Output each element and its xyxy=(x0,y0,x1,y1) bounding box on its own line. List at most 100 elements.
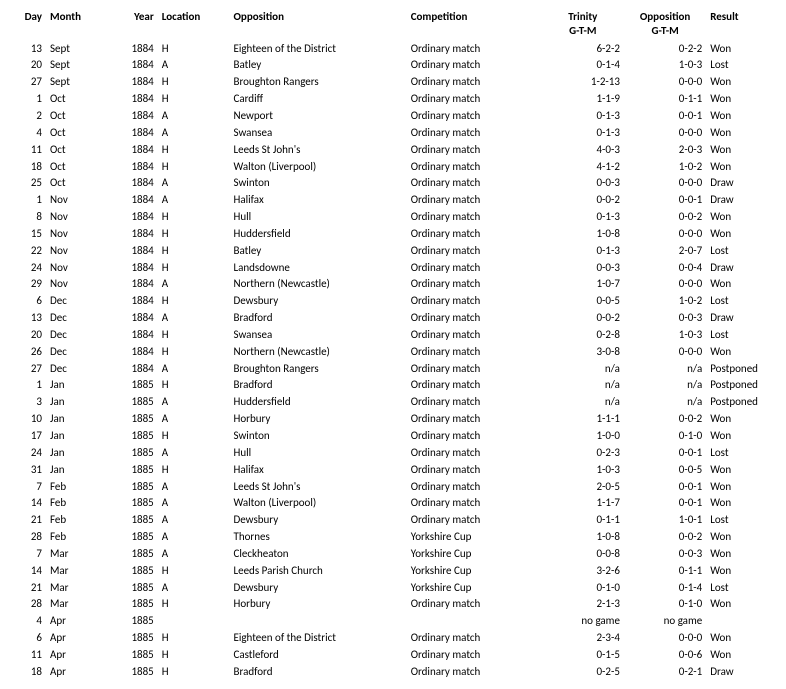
cell-location: A xyxy=(158,108,230,125)
cell-trinity-gtm: 0-1-3 xyxy=(542,243,624,260)
cell-result: Won xyxy=(706,563,778,580)
cell-result: Won xyxy=(706,276,778,293)
hdr-opp-gtm: Opposition G-T-M xyxy=(624,8,706,41)
cell-opposition: Swinton xyxy=(229,428,406,445)
cell-result: Won xyxy=(706,108,778,125)
cell-competition: Ordinary match xyxy=(407,175,542,192)
cell-location: A xyxy=(158,411,230,428)
cell-result: Lost xyxy=(706,512,778,529)
cell-day: 31 xyxy=(8,462,46,479)
cell-opposition-gtm: 0-1-0 xyxy=(624,596,706,613)
cell-competition: Ordinary match xyxy=(407,344,542,361)
cell-location: H xyxy=(158,664,230,681)
cell-opposition: Bradford xyxy=(229,310,406,327)
cell-opposition: Eighteen of the District xyxy=(229,41,406,58)
cell-opposition-gtm: 1-0-2 xyxy=(624,159,706,176)
cell-day: 24 xyxy=(8,445,46,462)
cell-result: Won xyxy=(706,647,778,664)
cell-month: Apr xyxy=(46,630,107,647)
cell-trinity-gtm: 1-0-0 xyxy=(542,428,624,445)
cell-month: Oct xyxy=(46,142,107,159)
table-row: 24Nov1884HLandsdowneOrdinary match0-0-30… xyxy=(8,260,778,277)
cell-opposition-gtm: 0-0-0 xyxy=(624,175,706,192)
table-row: 20Dec1884HSwanseaOrdinary match0-2-81-0-… xyxy=(8,327,778,344)
cell-location: A xyxy=(158,310,230,327)
table-row: 7Feb1885ALeeds St John'sOrdinary match2-… xyxy=(8,479,778,496)
cell-opposition-gtm: 0-0-0 xyxy=(624,125,706,142)
cell-location: A xyxy=(158,495,230,512)
cell-result: Postponed xyxy=(706,394,778,411)
table-row: 27Sept1884HBroughton RangersOrdinary mat… xyxy=(8,74,778,91)
cell-result: Postponed xyxy=(706,377,778,394)
cell-location: H xyxy=(158,91,230,108)
cell-month: Sept xyxy=(46,41,107,58)
cell-trinity-gtm: 1-2-13 xyxy=(542,74,624,91)
cell-trinity-gtm: 4-0-3 xyxy=(542,142,624,159)
cell-year: 1884 xyxy=(107,276,158,293)
table-row: 1Oct1884HCardiffOrdinary match1-1-90-1-1… xyxy=(8,91,778,108)
cell-result: Draw xyxy=(706,192,778,209)
cell-day: 18 xyxy=(8,159,46,176)
hdr-opp-gtm-l1: Opposition xyxy=(640,10,691,23)
cell-result: Draw xyxy=(706,260,778,277)
cell-location: H xyxy=(158,596,230,613)
hdr-month: Month xyxy=(46,8,107,41)
hdr-result: Result xyxy=(706,8,778,41)
cell-day: 6 xyxy=(8,293,46,310)
cell-opposition: Horbury xyxy=(229,411,406,428)
cell-competition: Ordinary match xyxy=(407,209,542,226)
cell-month: Jan xyxy=(46,428,107,445)
cell-month: Nov xyxy=(46,209,107,226)
table-row: 21Feb1885ADewsburyOrdinary match0-1-11-0… xyxy=(8,512,778,529)
table-row: 26Dec1884HNorthern (Newcastle)Ordinary m… xyxy=(8,344,778,361)
cell-location xyxy=(158,613,230,630)
cell-month: Feb xyxy=(46,529,107,546)
cell-opposition-gtm: 0-0-0 xyxy=(624,630,706,647)
cell-result: Won xyxy=(706,226,778,243)
cell-competition: Yorkshire Cup xyxy=(407,529,542,546)
table-row: 28Mar1885HHorburyOrdinary match2-1-30-1-… xyxy=(8,596,778,613)
cell-competition: Ordinary match xyxy=(407,142,542,159)
cell-opposition-gtm: 2-0-7 xyxy=(624,243,706,260)
cell-month: Jan xyxy=(46,394,107,411)
cell-result: Lost xyxy=(706,57,778,74)
hdr-day: Day xyxy=(8,8,46,41)
cell-location: A xyxy=(158,276,230,293)
cell-location: A xyxy=(158,57,230,74)
cell-opposition: Broughton Rangers xyxy=(229,361,406,378)
cell-trinity-gtm: 0-2-5 xyxy=(542,664,624,681)
cell-opposition-gtm: 0-0-2 xyxy=(624,529,706,546)
hdr-opposition: Opposition xyxy=(229,8,406,41)
hdr-opp-gtm-l2: G-T-M xyxy=(651,24,678,37)
cell-month: Jan xyxy=(46,377,107,394)
table-row: 22Nov1884HBatleyOrdinary match0-1-32-0-7… xyxy=(8,243,778,260)
cell-year: 1885 xyxy=(107,462,158,479)
cell-opposition-gtm: n/a xyxy=(624,377,706,394)
cell-day: 24 xyxy=(8,260,46,277)
cell-year: 1884 xyxy=(107,209,158,226)
table-row: 24Jan1885AHullOrdinary match0-2-30-0-1Lo… xyxy=(8,445,778,462)
cell-opposition-gtm: 1-0-1 xyxy=(624,512,706,529)
table-row: 11Oct1884HLeeds St John'sOrdinary match4… xyxy=(8,142,778,159)
cell-trinity-gtm: 2-0-5 xyxy=(542,479,624,496)
cell-trinity-gtm: n/a xyxy=(542,394,624,411)
cell-trinity-gtm: 1-0-8 xyxy=(542,226,624,243)
cell-trinity-gtm: 1-1-1 xyxy=(542,411,624,428)
cell-competition: Ordinary match xyxy=(407,243,542,260)
cell-location: H xyxy=(158,428,230,445)
cell-competition: Ordinary match xyxy=(407,192,542,209)
table-row: 8Nov1884HHullOrdinary match0-1-30-0-2Won xyxy=(8,209,778,226)
cell-result: Won xyxy=(706,411,778,428)
cell-trinity-gtm: 1-1-7 xyxy=(542,495,624,512)
cell-location: H xyxy=(158,377,230,394)
cell-competition xyxy=(407,613,542,630)
cell-opposition: Hull xyxy=(229,445,406,462)
cell-day: 7 xyxy=(8,479,46,496)
cell-competition: Ordinary match xyxy=(407,260,542,277)
cell-location: H xyxy=(158,74,230,91)
cell-location: A xyxy=(158,192,230,209)
cell-result: Lost xyxy=(706,327,778,344)
table-row: 14Mar1885HLeeds Parish ChurchYorkshire C… xyxy=(8,563,778,580)
cell-day: 17 xyxy=(8,428,46,445)
cell-result: Won xyxy=(706,91,778,108)
